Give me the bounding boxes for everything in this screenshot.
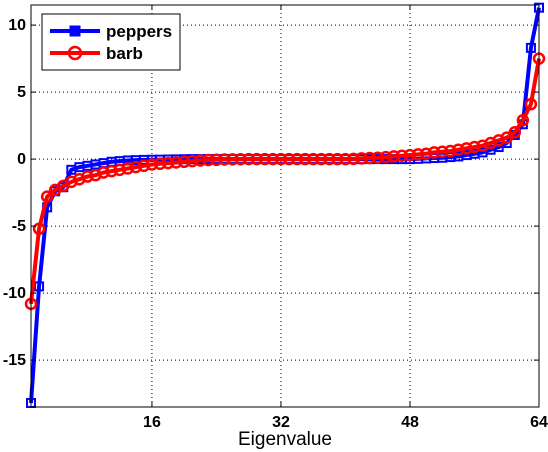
legend-label-barb: barb bbox=[106, 44, 143, 63]
data-point-barb bbox=[177, 155, 191, 169]
y-tick-label: 10 bbox=[8, 17, 26, 34]
data-point-barb bbox=[153, 157, 167, 171]
legend-label-peppers: peppers bbox=[106, 22, 172, 41]
data-point-barb bbox=[274, 152, 288, 166]
data-point-peppers bbox=[525, 42, 536, 53]
data-point-barb bbox=[161, 156, 175, 170]
data-point-barb bbox=[210, 153, 223, 167]
data-point-barb bbox=[266, 152, 280, 166]
data-point-barb bbox=[137, 159, 151, 173]
legend-marker-peppers bbox=[69, 25, 81, 37]
data-point-barb bbox=[242, 152, 255, 166]
y-tick-label: -10 bbox=[3, 285, 26, 302]
data-point-barb bbox=[452, 143, 465, 156]
data-point-barb bbox=[290, 152, 304, 166]
y-tick-label: 0 bbox=[17, 151, 26, 168]
plot-frame bbox=[30, 4, 540, 408]
data-point-barb bbox=[419, 147, 433, 160]
data-point-barb bbox=[323, 152, 336, 166]
data-point-barb bbox=[411, 148, 425, 161]
y-tick-label: 5 bbox=[17, 84, 26, 101]
data-point-barb bbox=[508, 126, 522, 139]
data-point-barb bbox=[331, 152, 344, 166]
data-point-barb bbox=[218, 153, 231, 166]
data-point-barb bbox=[145, 158, 159, 171]
legend: peppers barb bbox=[41, 13, 181, 71]
data-point-barb bbox=[306, 152, 320, 166]
data-point-barb bbox=[282, 152, 296, 166]
data-point-barb bbox=[97, 166, 110, 179]
data-point-barb bbox=[315, 152, 328, 166]
data-point-barb bbox=[40, 190, 54, 203]
data-point-barb bbox=[105, 164, 118, 178]
data-point-barb bbox=[387, 150, 401, 163]
data-point-barb bbox=[355, 152, 368, 165]
y-tick-label: -5 bbox=[12, 218, 26, 235]
data-point-barb bbox=[516, 113, 530, 127]
data-point-barb bbox=[444, 144, 457, 158]
data-point-barb bbox=[186, 154, 199, 168]
plot-background bbox=[31, 5, 539, 407]
x-tick-label: 48 bbox=[401, 414, 419, 431]
x-axis-label: Eigenvalue bbox=[238, 429, 332, 450]
data-point-barb bbox=[363, 151, 376, 165]
x-tick-label: 16 bbox=[143, 414, 161, 431]
data-point-barb bbox=[32, 222, 46, 236]
data-point-peppers bbox=[34, 281, 45, 292]
axis-ticks: 16 32 48 64 10 5 0 -5 -10 -15 bbox=[3, 5, 548, 431]
data-point-barb bbox=[298, 152, 312, 166]
data-point-barb bbox=[347, 152, 360, 166]
data-point-barb bbox=[258, 152, 272, 166]
data-point-barb bbox=[202, 153, 215, 167]
data-point-barb bbox=[113, 163, 126, 177]
data-point-barb bbox=[371, 151, 384, 165]
y-tick-label: -15 bbox=[3, 352, 26, 369]
x-tick-label: 64 bbox=[530, 414, 548, 431]
data-point-barb bbox=[226, 153, 239, 166]
x-tick-label: 32 bbox=[272, 414, 290, 431]
legend-marker-barb bbox=[67, 45, 83, 61]
legend-box bbox=[41, 13, 181, 71]
series-layer bbox=[24, 2, 546, 408]
data-point-barb bbox=[169, 156, 183, 169]
data-point-barb bbox=[460, 142, 473, 155]
data-point-barb bbox=[435, 145, 449, 158]
data-point-barb bbox=[234, 152, 247, 166]
data-point-barb bbox=[194, 154, 207, 167]
data-point-barb bbox=[468, 140, 481, 154]
data-point-barb bbox=[81, 170, 94, 183]
data-point-barb bbox=[129, 160, 143, 174]
data-point-barb bbox=[339, 152, 352, 166]
data-point-barb bbox=[379, 150, 393, 164]
data-point-barb bbox=[250, 152, 264, 166]
data-point-barb bbox=[121, 162, 135, 175]
data-point-barb bbox=[524, 97, 538, 111]
data-point-barb bbox=[395, 149, 409, 162]
data-point-barb bbox=[427, 146, 441, 159]
data-point-barb bbox=[403, 148, 417, 162]
